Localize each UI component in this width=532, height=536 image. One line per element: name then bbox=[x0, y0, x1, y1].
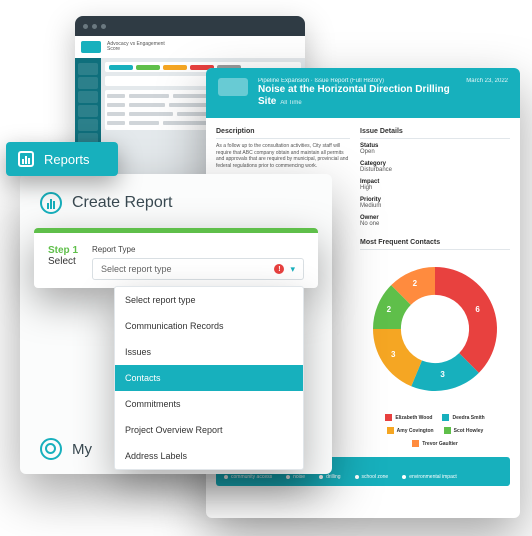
donut-heading: Most Frequent Contacts bbox=[360, 239, 510, 250]
my-reports-heading: My bbox=[40, 438, 92, 460]
bar-chart-icon bbox=[40, 192, 62, 214]
step-indicator: Step 1 Select bbox=[48, 245, 78, 280]
browser-chrome bbox=[75, 16, 305, 36]
donut-value-label: 3 bbox=[391, 350, 395, 359]
dropdown-option[interactable]: Address Labels bbox=[115, 443, 303, 469]
field-label: Report Type bbox=[92, 245, 304, 254]
legend-item: Elizabeth Wood bbox=[385, 414, 432, 421]
badge-label: Reports bbox=[44, 152, 90, 167]
report-type-dropdown[interactable]: Select report typeCommunication RecordsI… bbox=[114, 286, 304, 470]
tag-item: school zone bbox=[355, 474, 389, 480]
create-report-window: Create Report Step 1 Select Report Type … bbox=[20, 174, 332, 474]
report-title: Noise at the Horizontal Direction Drilli… bbox=[258, 84, 456, 108]
description-text: As a follow up to the consultation activ… bbox=[216, 143, 350, 169]
report-header: Pipeline Expansion · Issue Report (Full … bbox=[206, 68, 520, 118]
dropdown-option[interactable]: Communication Records bbox=[115, 313, 303, 339]
dropdown-option[interactable]: Select report type bbox=[115, 287, 303, 313]
tag-item: drilling bbox=[319, 474, 340, 480]
dropdown-option[interactable]: Project Overview Report bbox=[115, 417, 303, 443]
report-type-select[interactable]: Select report type ! ▾ bbox=[92, 258, 304, 280]
tag-item: environmental impact bbox=[402, 474, 457, 480]
detail-row: CategoryDisturbance bbox=[360, 161, 510, 173]
contacts-donut-chart: 6 3 3 2 2 bbox=[360, 254, 510, 404]
step-card: Step 1 Select Report Type Select report … bbox=[34, 228, 318, 288]
brand-logo bbox=[81, 41, 101, 53]
details-heading: Issue Details bbox=[360, 128, 510, 139]
description-heading: Description bbox=[216, 128, 350, 139]
select-placeholder: Select report type bbox=[101, 264, 172, 274]
tag-item: noise bbox=[286, 474, 305, 480]
create-report-title: Create Report bbox=[20, 192, 332, 228]
error-icon: ! bbox=[274, 264, 284, 274]
detail-row: OwnerNo one bbox=[360, 215, 510, 227]
reports-badge[interactable]: Reports bbox=[6, 142, 118, 176]
donut-value-label: 2 bbox=[413, 279, 417, 288]
contacts-legend: Elizabeth Wood Deedra Smith Amy Covington S… bbox=[360, 414, 510, 447]
tag-item: community access bbox=[224, 474, 272, 480]
legend-item: Deedra Smith bbox=[442, 414, 484, 421]
brand-logo bbox=[218, 78, 248, 96]
app-topbar: Advocacy vs Engagement Score bbox=[75, 36, 305, 58]
detail-row: ImpactHigh bbox=[360, 179, 510, 191]
report-date: March 23, 2022 bbox=[466, 78, 508, 84]
issue-details: StatusOpen CategoryDisturbance ImpactHigh P… bbox=[360, 143, 510, 227]
legend-item: Trevor Gaultier bbox=[412, 440, 458, 447]
bar-chart-icon bbox=[18, 151, 34, 167]
detail-row: PriorityMedium bbox=[360, 197, 510, 209]
page-title: Advocacy vs Engagement Score bbox=[107, 42, 165, 53]
reports-list-icon bbox=[40, 438, 62, 460]
report-supertitle: Pipeline Expansion · Issue Report (Full … bbox=[258, 78, 456, 84]
donut-value-label: 6 bbox=[475, 305, 479, 314]
detail-row: StatusOpen bbox=[360, 143, 510, 155]
chevron-down-icon: ▾ bbox=[290, 264, 295, 275]
dropdown-option[interactable]: Issues bbox=[115, 339, 303, 365]
dropdown-option[interactable]: Contacts bbox=[115, 365, 303, 391]
legend-item: Amy Covington bbox=[387, 427, 434, 434]
legend-item: Scot Howley bbox=[444, 427, 484, 434]
donut-value-label: 2 bbox=[387, 305, 391, 314]
dropdown-option[interactable]: Commitments bbox=[115, 391, 303, 417]
donut-value-label: 3 bbox=[440, 370, 444, 379]
